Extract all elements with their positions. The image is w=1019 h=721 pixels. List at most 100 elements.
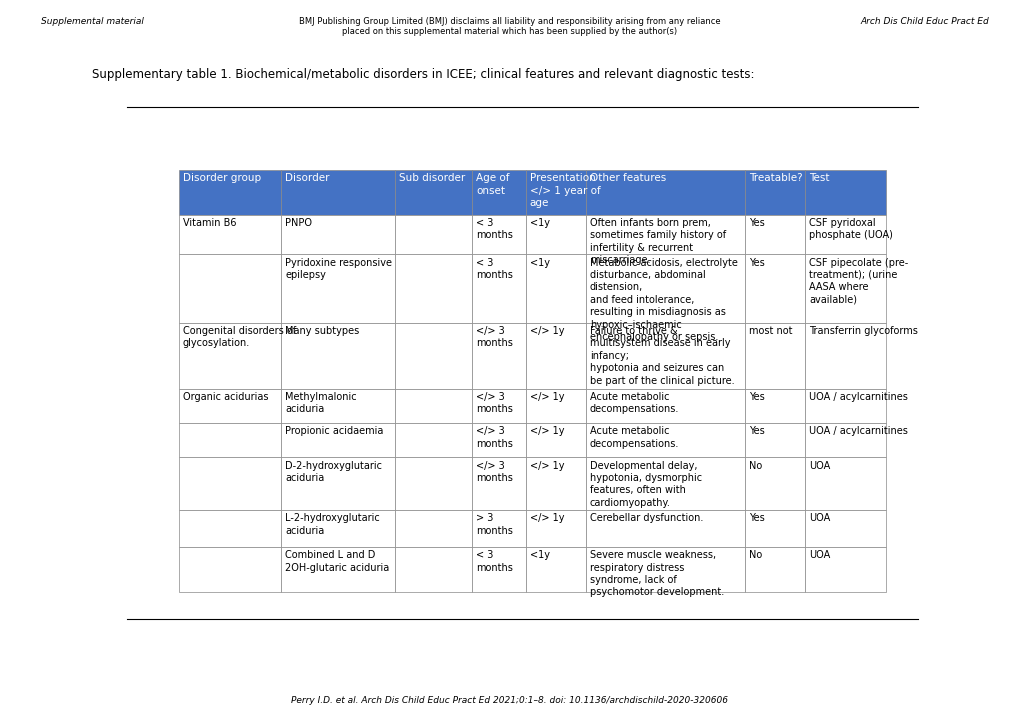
Bar	[525, 169, 585, 215]
Text: <1y: <1y	[529, 218, 549, 228]
Text: Pyridoxine responsive
epilepsy: Pyridoxine responsive epilepsy	[285, 257, 392, 280]
Bar	[744, 547, 804, 592]
Text: Propionic acidaemia: Propionic acidaemia	[285, 426, 383, 436]
Text: Organic acidurias: Organic acidurias	[182, 392, 268, 402]
Bar	[525, 423, 585, 457]
Bar	[472, 547, 525, 592]
Text: > 3
months: > 3 months	[476, 513, 513, 536]
Text: Acute metabolic
decompensations.: Acute metabolic decompensations.	[589, 392, 679, 415]
Bar	[585, 323, 744, 389]
Bar	[744, 457, 804, 510]
Text: Failure to thrive &
multisystem disease in early
infancy;
hypotonia and seizures: Failure to thrive & multisystem disease …	[589, 326, 734, 386]
Bar	[525, 457, 585, 510]
Text: </> 1y: </> 1y	[529, 461, 564, 471]
Bar	[804, 510, 886, 547]
Text: Often infants born prem,
sometimes family history of
infertility & recurrent
mis: Often infants born prem, sometimes famil…	[589, 218, 726, 265]
Bar	[585, 215, 744, 255]
Bar	[394, 323, 472, 389]
Text: Congenital disorders of
glycosylation.: Congenital disorders of glycosylation.	[182, 326, 296, 348]
Text: Acute metabolic
decompensations.: Acute metabolic decompensations.	[589, 426, 679, 448]
Bar	[281, 323, 394, 389]
Text: Cerebellar dysfunction.: Cerebellar dysfunction.	[589, 513, 702, 523]
Bar	[744, 389, 804, 423]
Text: < 3
months: < 3 months	[476, 257, 513, 280]
Text: Disorder: Disorder	[285, 173, 329, 183]
Bar	[472, 215, 525, 255]
Bar	[804, 169, 886, 215]
Text: Yes: Yes	[748, 426, 764, 436]
Text: </> 3
months: </> 3 months	[476, 326, 513, 348]
Bar	[178, 323, 281, 389]
Bar	[585, 389, 744, 423]
Text: Metabolic acidosis, electrolyte
disturbance, abdominal
distension,
and feed into: Metabolic acidosis, electrolyte disturba…	[589, 257, 737, 342]
Text: UOA: UOA	[808, 513, 829, 523]
Bar	[472, 389, 525, 423]
Text: Combined L and D
2OH-glutaric aciduria: Combined L and D 2OH-glutaric aciduria	[285, 550, 389, 572]
Bar	[394, 457, 472, 510]
Text: Vitamin B6: Vitamin B6	[182, 218, 236, 228]
Text: Age of
onset: Age of onset	[476, 173, 510, 195]
Bar	[585, 457, 744, 510]
Text: most not: most not	[748, 326, 792, 336]
Bar	[394, 255, 472, 323]
Bar	[394, 169, 472, 215]
Bar	[472, 255, 525, 323]
Bar	[744, 215, 804, 255]
Bar	[525, 323, 585, 389]
Bar	[178, 169, 281, 215]
Text: Yes: Yes	[748, 257, 764, 267]
Bar	[281, 547, 394, 592]
Bar	[804, 323, 886, 389]
Text: Test: Test	[808, 173, 828, 183]
Bar	[472, 169, 525, 215]
Text: </> 1y: </> 1y	[529, 426, 564, 436]
Bar	[525, 215, 585, 255]
Bar	[525, 510, 585, 547]
Bar	[281, 215, 394, 255]
Text: </> 1y: </> 1y	[529, 513, 564, 523]
Bar	[585, 169, 744, 215]
Text: </> 3
months: </> 3 months	[476, 461, 513, 483]
Bar	[744, 323, 804, 389]
Bar	[585, 510, 744, 547]
Text: Supplemental material: Supplemental material	[41, 17, 144, 25]
Text: Disorder group: Disorder group	[182, 173, 261, 183]
Text: BMJ Publishing Group Limited (BMJ) disclaims all liability and responsibility ar: BMJ Publishing Group Limited (BMJ) discl…	[299, 17, 720, 36]
Bar	[281, 255, 394, 323]
Text: PNPO: PNPO	[285, 218, 312, 228]
Bar	[281, 389, 394, 423]
Bar	[178, 457, 281, 510]
Bar	[281, 510, 394, 547]
Text: </> 1y: </> 1y	[529, 392, 564, 402]
Text: Severe muscle weakness,
respiratory distress
syndrome, lack of
psychomotor devel: Severe muscle weakness, respiratory dist…	[589, 550, 723, 598]
Bar	[472, 510, 525, 547]
Bar	[178, 547, 281, 592]
Bar	[394, 215, 472, 255]
Text: Yes: Yes	[748, 218, 764, 228]
Text: Developmental delay,
hypotonia, dysmorphic
features, often with
cardiomyopathy.: Developmental delay, hypotonia, dysmorph…	[589, 461, 701, 508]
Text: No: No	[748, 461, 761, 471]
Bar	[804, 547, 886, 592]
Text: Methylmalonic
aciduria: Methylmalonic aciduria	[285, 392, 357, 415]
Bar	[178, 389, 281, 423]
Text: D-2-hydroxyglutaric
aciduria: D-2-hydroxyglutaric aciduria	[285, 461, 382, 483]
Text: < 3
months: < 3 months	[476, 218, 513, 240]
Bar	[585, 423, 744, 457]
Bar	[281, 457, 394, 510]
Bar	[472, 323, 525, 389]
Bar	[804, 215, 886, 255]
Bar	[585, 547, 744, 592]
Text: </> 1y: </> 1y	[529, 326, 564, 336]
Bar	[472, 457, 525, 510]
Bar	[744, 255, 804, 323]
Text: <1y: <1y	[529, 257, 549, 267]
Bar	[178, 423, 281, 457]
Text: < 3
months: < 3 months	[476, 550, 513, 572]
Text: L-2-hydroxyglutaric
aciduria: L-2-hydroxyglutaric aciduria	[285, 513, 380, 536]
Bar	[525, 547, 585, 592]
Text: Presentation
</> 1 year of
age: Presentation </> 1 year of age	[529, 173, 599, 208]
Bar	[178, 510, 281, 547]
Bar	[394, 547, 472, 592]
Bar	[804, 389, 886, 423]
Text: </> 3
months: </> 3 months	[476, 392, 513, 415]
